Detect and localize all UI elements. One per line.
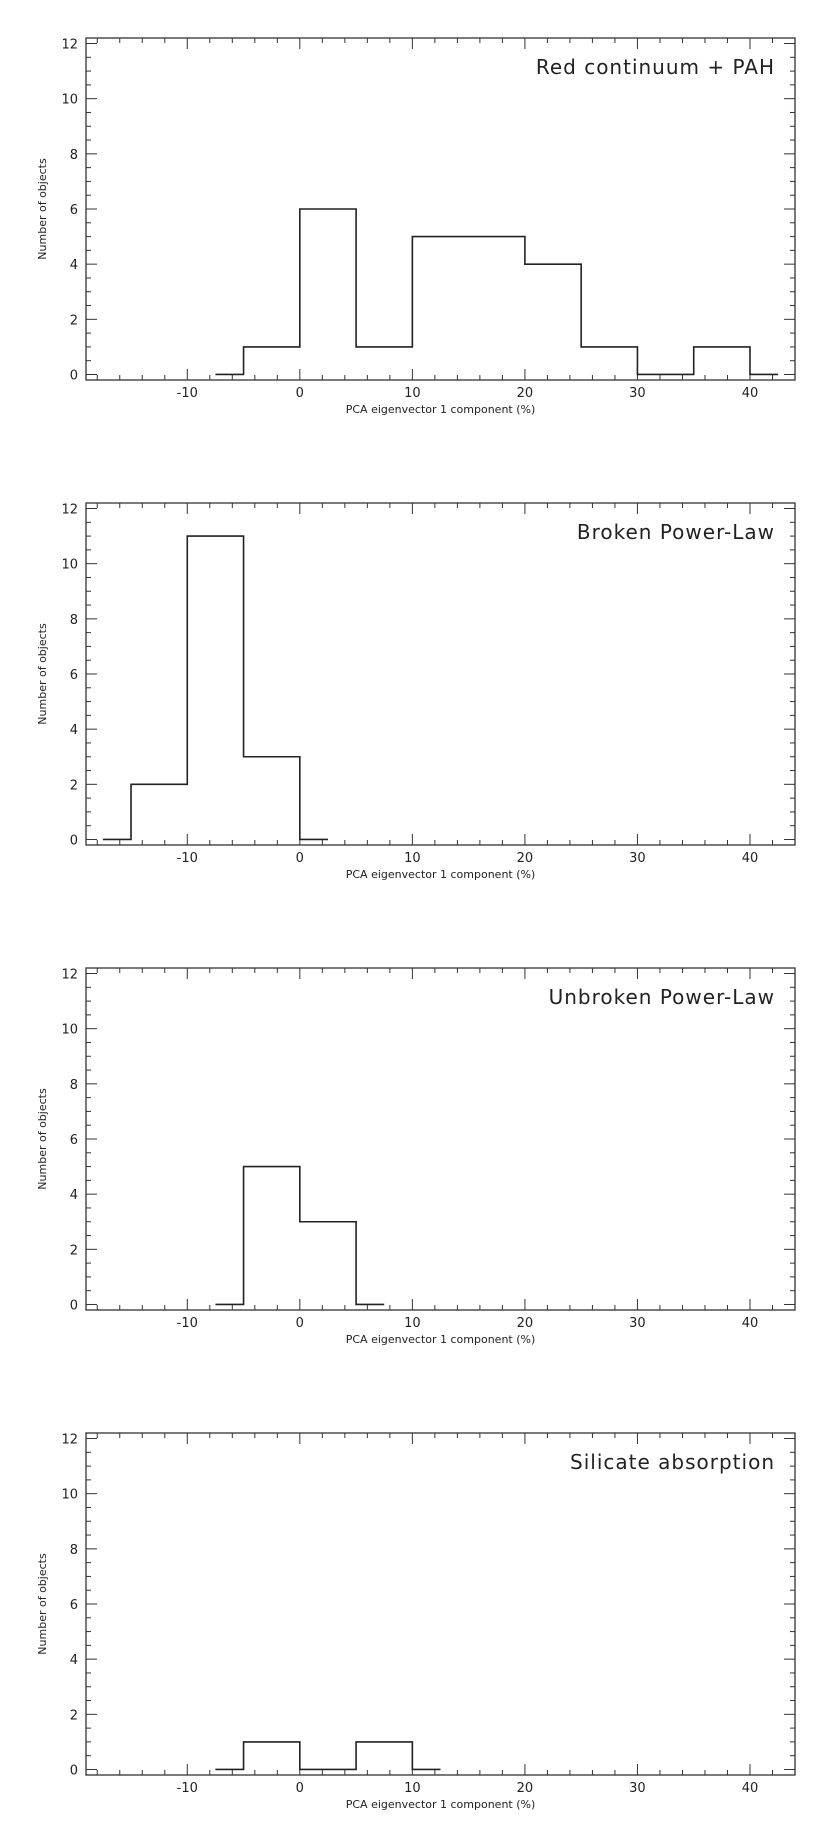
y-tick-label: 8 (70, 148, 78, 163)
y-tick-label: 6 (70, 1133, 78, 1148)
x-tick-label: 40 (742, 1316, 759, 1331)
y-tick-label: 4 (70, 258, 78, 273)
y-tick-label: 0 (70, 1763, 78, 1778)
y-axis-label: Number of objects (36, 158, 49, 260)
histogram-steps (102, 535, 328, 841)
x-tick-label: 20 (517, 386, 534, 401)
y-tick-label: 2 (70, 778, 78, 793)
x-tick-label: -10 (177, 1316, 198, 1331)
x-tick-label: 0 (296, 386, 304, 401)
x-axis-label: PCA eigenvector 1 component (%) (346, 868, 536, 881)
histogram-steps (215, 208, 779, 376)
y-axis-label: Number of objects (36, 1553, 49, 1655)
plot-frame (85, 967, 796, 1311)
x-axis-label: PCA eigenvector 1 component (%) (346, 1798, 536, 1811)
y-tick-label: 4 (70, 723, 78, 738)
y-tick-label: 2 (70, 1243, 78, 1258)
chart-panel-4: -10 0 10 20 30 40 0 2 4 6 8 10 12 PCA eigenvector 1 c… (36, 1432, 796, 1811)
y-tick-label: 10 (61, 1023, 78, 1038)
chart-panel-2: -10 0 10 20 30 40 0 2 4 6 8 10 12 PCA eigenvector 1 c… (36, 502, 796, 881)
y-tick-label: 12 (61, 1433, 78, 1448)
x-tick-label: 20 (517, 1781, 534, 1796)
y-tick-label: 2 (70, 1708, 78, 1723)
chart-panel-3: -10 0 10 20 30 40 0 2 4 6 8 10 12 PCA eigenvector 1 c… (36, 967, 796, 1346)
x-axis-label: PCA eigenvector 1 component (%) (346, 403, 536, 416)
histogram-steps (215, 1741, 441, 1771)
x-tick-label: -10 (177, 1781, 198, 1796)
y-tick-label: 0 (70, 1298, 78, 1313)
x-tick-label: 0 (296, 851, 304, 866)
x-tick-label: 40 (742, 386, 759, 401)
y-tick-label: 12 (61, 503, 78, 518)
y-tick-label: 6 (70, 203, 78, 218)
x-tick-label: 10 (404, 1781, 421, 1796)
x-tick-label: 30 (629, 386, 646, 401)
y-tick-label: 2 (70, 313, 78, 328)
panel-title: Unbroken Power-Law (549, 985, 775, 1009)
x-tick-label: 30 (629, 1316, 646, 1331)
x-tick-label: 0 (296, 1781, 304, 1796)
x-axis-label: PCA eigenvector 1 component (%) (346, 1333, 536, 1346)
x-tick-label: -10 (177, 386, 198, 401)
y-tick-label: 4 (70, 1188, 78, 1203)
y-axis-label: Number of objects (36, 623, 49, 725)
plot-frame (85, 1432, 796, 1776)
y-tick-label: 12 (61, 38, 78, 53)
y-tick-label: 8 (70, 1078, 78, 1093)
y-tick-label: 0 (70, 368, 78, 383)
panel-title: Broken Power-Law (577, 520, 775, 544)
x-tick-label: 40 (742, 1781, 759, 1796)
y-axis-label: Number of objects (36, 1088, 49, 1190)
y-tick-label: 0 (70, 833, 78, 848)
x-tick-label: -10 (177, 851, 198, 866)
y-tick-label: 6 (70, 1598, 78, 1613)
histogram-steps (215, 1165, 385, 1306)
plot-frame (85, 37, 796, 381)
x-tick-label: 0 (296, 1316, 304, 1331)
panel-title: Silicate absorption (570, 1450, 775, 1474)
x-tick-label: 10 (404, 386, 421, 401)
x-tick-label: 30 (629, 1781, 646, 1796)
x-tick-label: 10 (404, 1316, 421, 1331)
y-tick-label: 10 (61, 1488, 78, 1503)
panel-title: Red continuum + PAH (536, 55, 775, 79)
x-tick-label: 30 (629, 851, 646, 866)
y-tick-label: 10 (61, 558, 78, 573)
x-tick-label: 20 (517, 851, 534, 866)
y-tick-label: 8 (70, 613, 78, 628)
y-tick-label: 6 (70, 668, 78, 683)
y-tick-label: 8 (70, 1543, 78, 1558)
chart-panel-1: -10 0 10 20 30 40 0 2 4 6 8 10 12 PCA eigenvector 1 c… (36, 37, 796, 416)
plot-frame (85, 502, 796, 846)
y-tick-label: 4 (70, 1653, 78, 1668)
x-tick-label: 10 (404, 851, 421, 866)
y-tick-label: 12 (61, 968, 78, 983)
y-tick-label: 10 (61, 93, 78, 108)
x-tick-label: 40 (742, 851, 759, 866)
x-tick-label: 20 (517, 1316, 534, 1331)
